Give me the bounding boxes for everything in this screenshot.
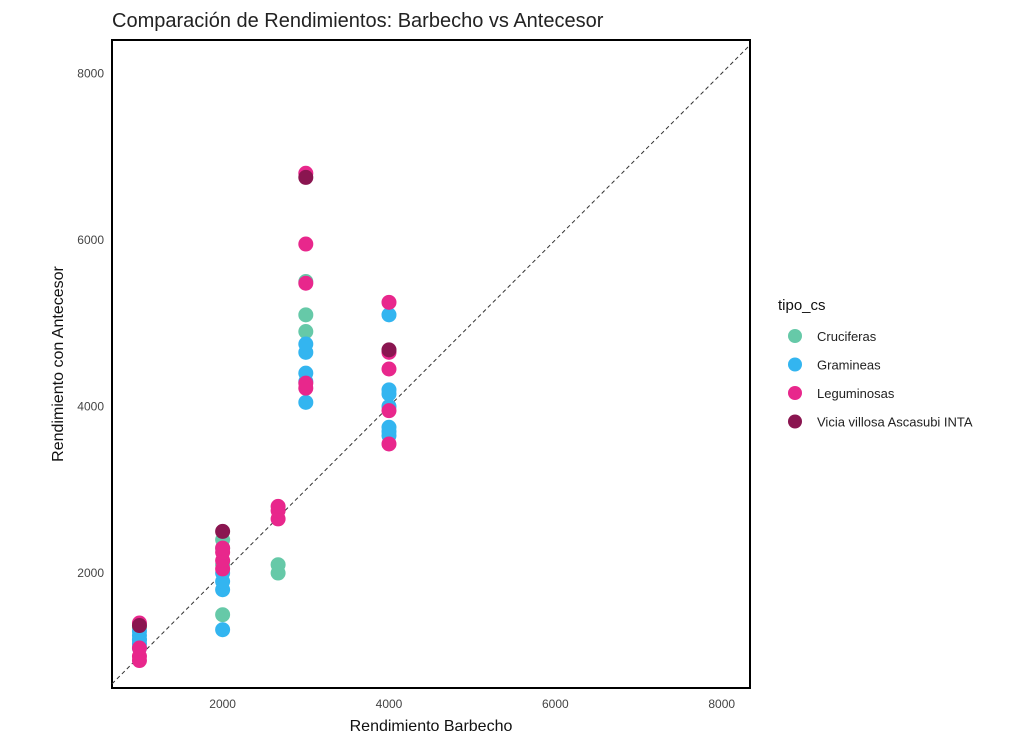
data-point [215,607,231,623]
legend: tipo_cs Cruciferas Gramineas Leguminosas Vi… [778,297,973,430]
data-point [270,557,286,573]
legend-items: Cruciferas Gramineas Leguminosas Vicia vill… [788,329,973,430]
x-tick-label: 2000 [209,697,236,711]
data-point [381,436,397,452]
data-point [298,169,314,185]
y-tick-label: 8000 [77,66,104,80]
legend-label: Leguminosas [817,386,895,401]
data-point [298,394,314,410]
data-point [215,622,231,638]
legend-key [788,386,802,400]
data-point [298,336,314,352]
data-point [215,523,231,539]
data-point [298,375,314,391]
legend-title: tipo_cs [778,297,826,314]
legend-label: Gramineas [817,358,881,373]
data-point [381,419,397,435]
legend-key [788,329,802,343]
data-point [381,382,397,398]
x-tick-label: 6000 [542,697,569,711]
legend-key [788,414,802,429]
data-point [381,361,397,377]
data-point [215,540,231,556]
plot-panel-border [111,39,751,689]
data-point [298,275,314,291]
identity-reference-line [111,44,751,685]
y-tick-label: 6000 [77,233,104,247]
data-point [381,403,397,419]
series-points [131,169,397,634]
legend-label: Vicia villosa Ascasubi INTA [817,415,973,430]
x-tick-label: 4000 [376,697,403,711]
data-point [270,498,286,514]
data-point [381,342,397,358]
data-point [381,294,397,310]
chart-title: Comparación de Rendimientos: Barbecho vs… [112,10,604,32]
legend-label: Cruciferas [817,329,877,344]
tick-labels: 2000 4000 6000 8000 2000 4000 6000 8000 [77,66,735,711]
data-point [298,324,314,340]
y-tick-label: 4000 [77,399,104,413]
series-points [131,165,397,669]
x-tick-label: 8000 [708,697,735,711]
data-point [298,236,314,252]
y-tick-label: 2000 [77,566,104,580]
data-point [298,307,314,323]
data-point [131,640,147,656]
data-points [131,165,397,669]
data-point [131,618,147,634]
data-point [381,307,397,323]
series-points [131,307,397,656]
y-axis-title: Rendimiento con Antecesor [50,265,67,461]
legend-key [788,357,802,372]
x-axis-title: Rendimiento Barbecho [350,718,513,735]
